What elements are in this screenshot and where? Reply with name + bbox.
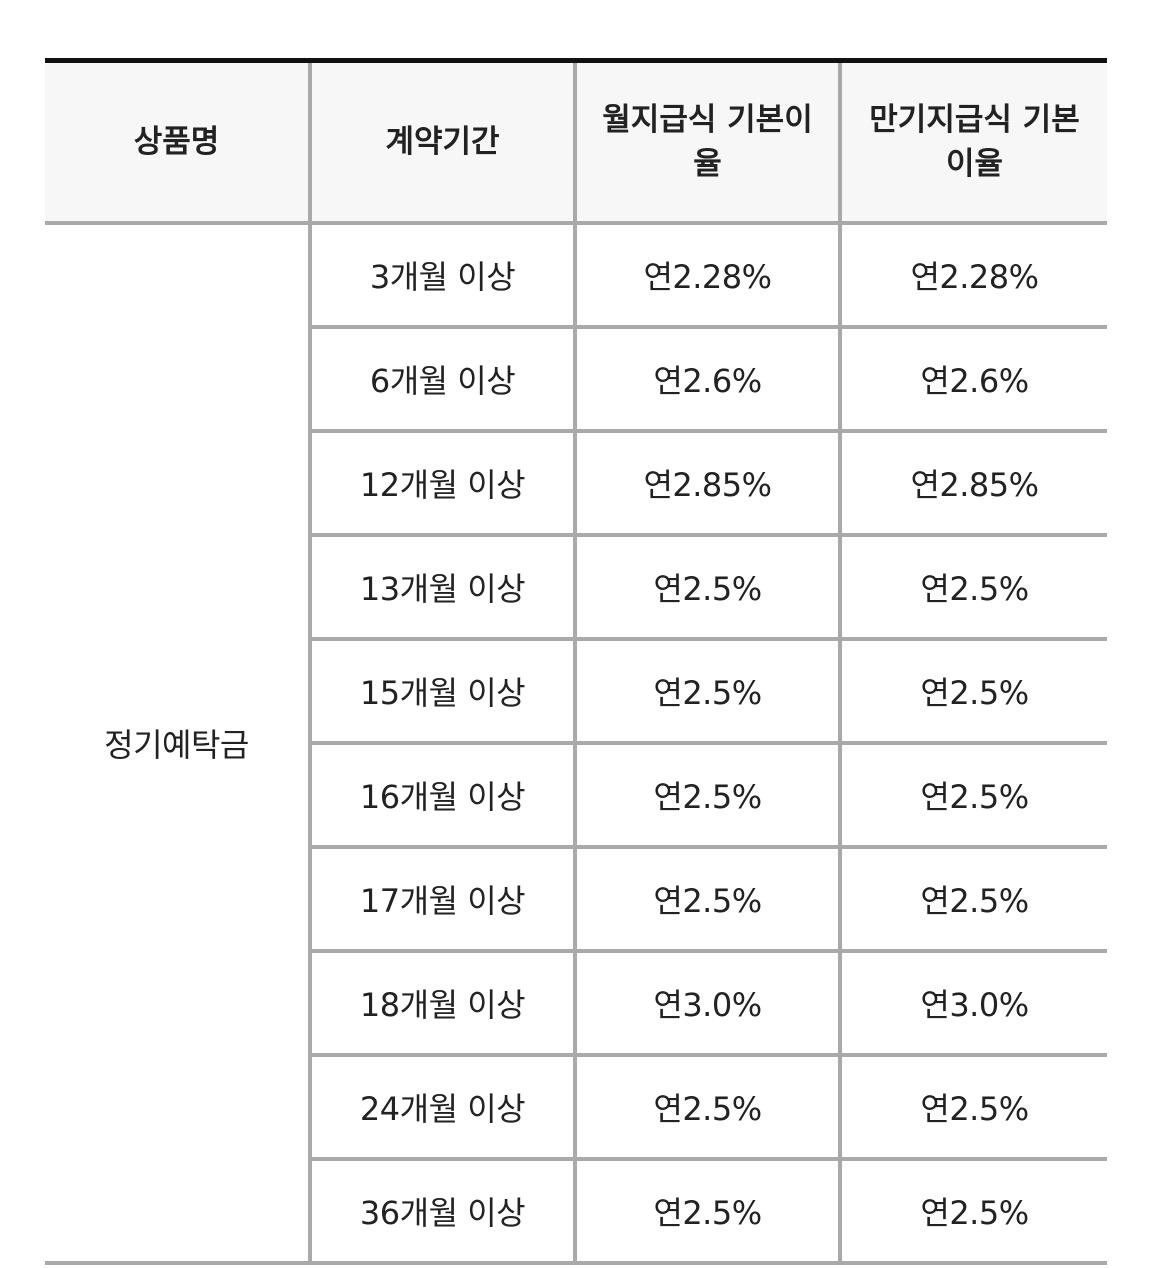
- term-cell: 16개월 이상: [310, 743, 577, 849]
- monthly-rate-cell: 연2.5%: [575, 847, 842, 953]
- monthly-rate-cell: 연2.5%: [575, 743, 842, 849]
- table-row: 17개월 이상 연2.5% 연2.5%: [45, 847, 1107, 953]
- table-row: 16개월 이상 연2.5% 연2.5%: [45, 743, 1107, 849]
- table-row: 24개월 이상 연2.5% 연2.5%: [45, 1055, 1107, 1161]
- term-cell: 15개월 이상: [310, 639, 577, 745]
- term-cell: 24개월 이상: [310, 1055, 577, 1161]
- table-row: 18개월 이상 연3.0% 연3.0%: [45, 951, 1107, 1057]
- monthly-rate-cell: 연2.5%: [575, 535, 842, 641]
- header-maturity-rate: 만기지급식 기본이율: [840, 60, 1107, 225]
- term-cell: 13개월 이상: [310, 535, 577, 641]
- term-cell: 18개월 이상: [310, 951, 577, 1057]
- table-row: 6개월 이상 연2.6% 연2.6%: [45, 327, 1107, 433]
- term-cell: 6개월 이상: [310, 327, 577, 433]
- monthly-rate-cell: 연2.28%: [575, 223, 842, 329]
- table-body: 정기예탁금 3개월 이상 연2.28% 연2.28% 6개월 이상 연2.6% …: [45, 223, 1107, 1265]
- header-product-name: 상품명: [45, 60, 312, 225]
- table-row: 15개월 이상 연2.5% 연2.5%: [45, 639, 1107, 745]
- term-cell: 36개월 이상: [310, 1159, 577, 1265]
- maturity-rate-cell: 연2.5%: [840, 847, 1107, 953]
- header-contract-term: 계약기간: [310, 60, 577, 225]
- interest-rate-table-container: 상품명 계약기간 월지급식 기본이율 만기지급식 기본이율 정기예탁금 3개월 …: [45, 58, 1107, 1265]
- header-row: 상품명 계약기간 월지급식 기본이율 만기지급식 기본이율: [45, 60, 1107, 225]
- term-cell: 17개월 이상: [310, 847, 577, 953]
- maturity-rate-cell: 연2.5%: [840, 639, 1107, 745]
- monthly-rate-cell: 연2.5%: [575, 1159, 842, 1265]
- table-row: 정기예탁금 3개월 이상 연2.28% 연2.28%: [45, 223, 1107, 1265]
- monthly-rate-cell: 연2.85%: [575, 431, 842, 537]
- maturity-rate-cell: 연2.5%: [840, 743, 1107, 849]
- table-row: 13개월 이상 연2.5% 연2.5%: [45, 535, 1107, 641]
- header-monthly-rate: 월지급식 기본이율: [575, 60, 842, 225]
- table-header: 상품명 계약기간 월지급식 기본이율 만기지급식 기본이율: [45, 60, 1107, 225]
- maturity-rate-cell: 연3.0%: [840, 951, 1107, 1057]
- table-row: 36개월 이상 연2.5% 연2.5%: [45, 1159, 1107, 1265]
- term-cell: 12개월 이상: [310, 431, 577, 537]
- monthly-rate-cell: 연2.5%: [575, 1055, 842, 1161]
- table-row: 12개월 이상 연2.85% 연2.85%: [45, 431, 1107, 537]
- maturity-rate-cell: 연2.5%: [840, 1159, 1107, 1265]
- term-cell: 3개월 이상: [310, 223, 577, 329]
- maturity-rate-cell: 연2.6%: [840, 327, 1107, 433]
- monthly-rate-cell: 연2.6%: [575, 327, 842, 433]
- maturity-rate-cell: 연2.85%: [840, 431, 1107, 537]
- monthly-rate-cell: 연3.0%: [575, 951, 842, 1057]
- monthly-rate-cell: 연2.5%: [575, 639, 842, 745]
- interest-rate-table: 상품명 계약기간 월지급식 기본이율 만기지급식 기본이율 정기예탁금 3개월 …: [45, 58, 1107, 1265]
- maturity-rate-cell: 연2.5%: [840, 535, 1107, 641]
- maturity-rate-cell: 연2.5%: [840, 1055, 1107, 1161]
- product-name-cell: 정기예탁금: [45, 223, 312, 1265]
- maturity-rate-cell: 연2.28%: [840, 223, 1107, 329]
